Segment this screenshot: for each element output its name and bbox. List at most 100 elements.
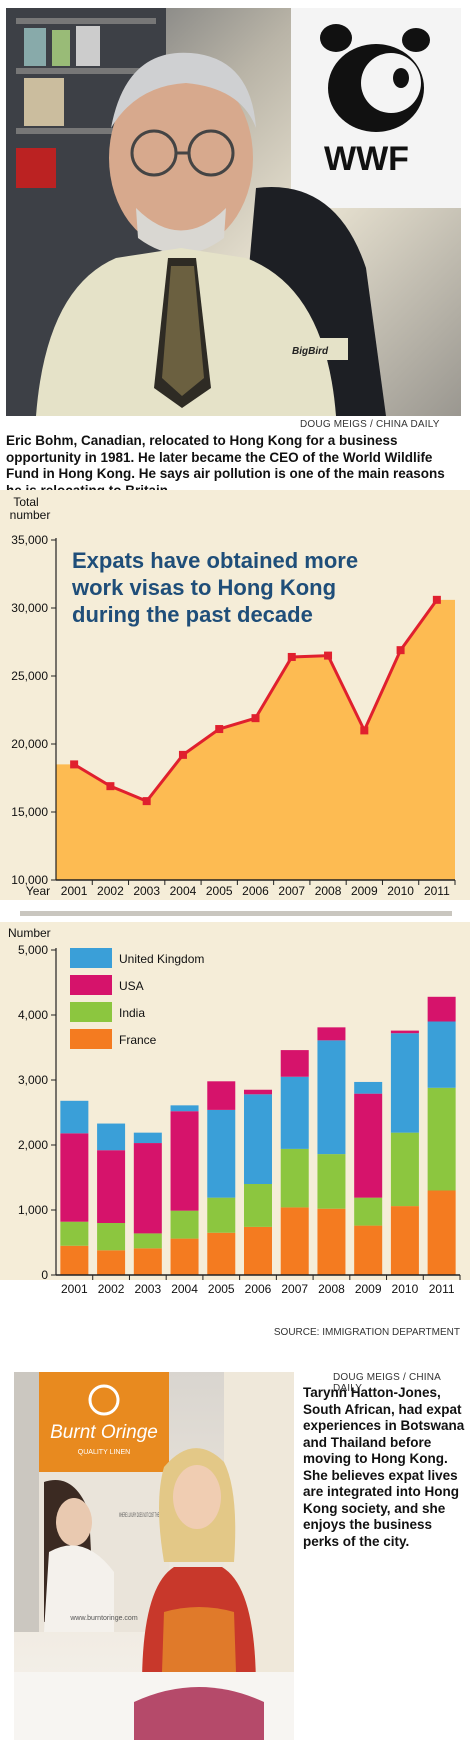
chart1-y-tick-label: 15,000 — [11, 805, 48, 819]
photo-credit-top: DOUG MEIGS / CHINA DAILY — [300, 419, 440, 430]
chart1-title-line: work visas to Hong Kong — [71, 575, 336, 600]
chart2-bar-segment-france — [390, 1206, 419, 1275]
chart2-bar-segment-united-kingdom — [354, 1081, 383, 1094]
chart2-bar-segment-usa — [317, 1027, 346, 1041]
chart2-bar-segment-united-kingdom — [60, 1100, 89, 1134]
chart2-bar-segment-united-kingdom — [207, 1109, 236, 1198]
chart2-bar-segment-usa — [354, 1093, 383, 1198]
chart2-bar-segment-india — [390, 1132, 419, 1207]
chart1-y-tick-label: 20,000 — [11, 737, 48, 751]
chart2-bar-segment-france — [170, 1238, 199, 1275]
chart2-x-tick-label: 2007 — [281, 1282, 308, 1296]
chart2-x-tick-label: 2008 — [318, 1282, 345, 1296]
chart2-y-tick-label: 2,000 — [18, 1138, 48, 1152]
chart1-y-tick-label: 35,000 — [11, 533, 48, 547]
chart1-point — [360, 726, 369, 735]
chart2-bar-segment-usa — [97, 1150, 126, 1223]
chart2-legend: United Kingdom USA India France — [70, 948, 204, 1049]
chart1-point — [142, 797, 151, 806]
wwf-panda-logo: WWF — [320, 24, 430, 178]
chart2-bar-segment-usa — [244, 1089, 272, 1095]
portrait2-illustration: Burnt Oringe QUALITY LINEN WHERE LUXURY … — [14, 1372, 294, 1740]
portrait-illustration: WWF BigBird — [6, 8, 461, 416]
banner-subtitle: QUALITY LINEN — [78, 1449, 130, 1456]
chart1-point — [215, 725, 224, 734]
banner-tagline: WHERE LUXURY DOES NOT COST THE EARTH — [119, 1513, 167, 1519]
burnt-oringe-banner: Burnt Oringe QUALITY LINEN WHERE LUXURY … — [39, 1372, 169, 1632]
chart1-x-tick-label: 2009 — [351, 884, 378, 898]
chart2-bar-segment-india — [244, 1184, 272, 1227]
chart2-x-tick-label: 2010 — [392, 1282, 419, 1296]
chart1-point — [432, 595, 441, 604]
chart2-bar-segment-india — [317, 1154, 346, 1209]
chart-visas-by-nationality: Number 0 1,000 2,000 3,000 4,000 5,000 2001 20… — [0, 922, 470, 1342]
chart1-x-tick-label: 2006 — [242, 884, 269, 898]
chart2-bar-segment-france — [97, 1250, 126, 1275]
chart2-bar-segment-usa — [390, 1030, 419, 1034]
legend-swatch-usa — [70, 975, 112, 995]
chart1-x-tick-label: 2004 — [170, 884, 197, 898]
chart-divider — [20, 911, 452, 916]
chart1-point — [106, 782, 115, 791]
caption-tarynn-hatton-jones: Tarynn Hatton-Jones, South African, had … — [303, 1385, 465, 1549]
chart2-bar-segment-india — [427, 1087, 456, 1191]
chart2-x-tick-label: 2001 — [61, 1282, 88, 1296]
legend-label: India — [119, 1006, 145, 1020]
chart2-bar-segment-india — [133, 1233, 162, 1249]
chart1-y-tick-label: 25,000 — [11, 669, 48, 683]
chart2-bar-segment-france — [207, 1232, 236, 1275]
chart1-x-tick-label: 2003 — [133, 884, 160, 898]
shirt-logo-text: BigBird — [292, 346, 329, 357]
chart1-point — [324, 651, 333, 660]
chart1-y-tick-label: 10,000 — [11, 873, 48, 887]
chart1-xlabel: Year — [26, 884, 50, 898]
chart1-ylabel-line1: Total — [13, 495, 38, 509]
chart2-bar-segment-united-kingdom — [390, 1033, 419, 1133]
chart2-bar-segment-india — [60, 1221, 89, 1246]
chart2-bar-segment-united-kingdom — [133, 1132, 162, 1144]
chart1-x-tick-label: 2011 — [424, 884, 450, 898]
portrait-photo-eric-bohm: WWF BigBird — [6, 8, 461, 416]
chart2-bar-segment-india — [354, 1197, 383, 1226]
chart2-x-tick-label: 2011 — [429, 1282, 455, 1296]
chart2-bar-segment-france — [317, 1208, 346, 1275]
wwf-logo-text: WWF — [324, 140, 409, 178]
chart2-bar-segment-usa — [207, 1081, 236, 1110]
chart1-svg: Total number Expats have obtained morewo… — [0, 490, 470, 900]
banner-title: Burnt Oringe — [50, 1422, 158, 1443]
chart2-bar-segment-india — [207, 1197, 236, 1233]
chart2-bar-segment-france — [133, 1248, 162, 1275]
chart1-ylabel-line2: number — [10, 508, 51, 522]
chart2-bar-segment-india — [280, 1148, 309, 1208]
chart1-point — [396, 646, 405, 655]
chart-total-work-visas: Total number Expats have obtained more wo… — [0, 490, 470, 900]
chart1-title-line: during the past decade — [72, 602, 313, 627]
chart1-title-line: Expats have obtained more — [72, 548, 358, 573]
legend-swatch-united-kingdom — [70, 948, 112, 968]
chart2-bar-segment-india — [170, 1210, 199, 1239]
portrait-photo-tarynn-hatton-jones: Burnt Oringe QUALITY LINEN WHERE LUXURY … — [14, 1372, 294, 1740]
chart2-bar-segment-united-kingdom — [170, 1105, 199, 1112]
chart2-x-tick-label: 2002 — [98, 1282, 125, 1296]
chart2-x-tick-label: 2004 — [171, 1282, 198, 1296]
chart2-bar-segment-usa — [427, 996, 456, 1022]
legend-label: United Kingdom — [119, 952, 204, 966]
chart2-svg: Number 0 1,000 2,000 3,000 4,000 5,000 2001 20… — [0, 922, 470, 1338]
chart1-y-tick-label: 30,000 — [11, 601, 48, 615]
chart1-point — [287, 652, 296, 661]
legend-label: France — [119, 1033, 157, 1047]
chart2-y-tick-label: 5,000 — [18, 943, 48, 957]
legend-swatch-india — [70, 1002, 112, 1022]
chart2-bar-segment-france — [427, 1190, 456, 1275]
chart2-ylabel: Number — [8, 926, 51, 940]
chart2-bar-segment-united-kingdom — [427, 1021, 456, 1088]
chart2-bar-segment-united-kingdom — [280, 1076, 309, 1149]
chart1-x-tick-label: 2010 — [387, 884, 414, 898]
chart1-x-tick-label: 2001 — [61, 884, 88, 898]
chart1-point — [178, 750, 187, 759]
chart1-x-tick-label: 2007 — [278, 884, 305, 898]
chart2-bar-segment-united-kingdom — [244, 1094, 272, 1184]
legend-label: USA — [119, 979, 144, 993]
chart2-bar-segment-united-kingdom — [97, 1123, 126, 1151]
